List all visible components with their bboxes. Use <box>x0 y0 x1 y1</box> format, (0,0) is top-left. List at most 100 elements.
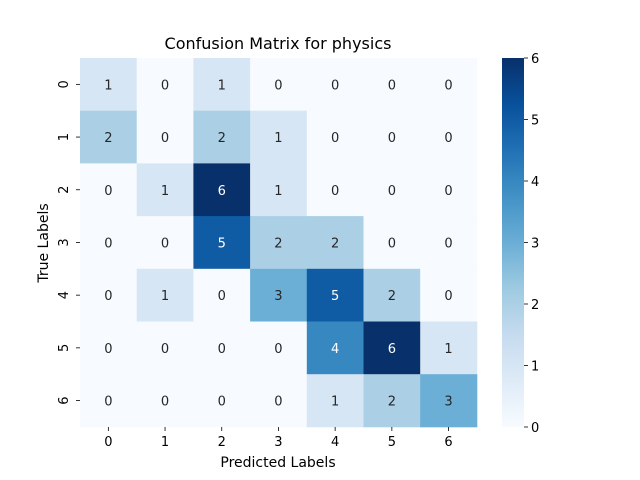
cell-value-label: 0 <box>218 289 226 304</box>
colorbar-tick-label: 6 <box>531 52 539 67</box>
cell-value-label: 0 <box>331 78 339 93</box>
heatmap-cell <box>420 163 478 217</box>
cell-value-label: 1 <box>274 184 282 199</box>
heatmap-cell <box>80 268 138 322</box>
heatmap-cell <box>306 163 364 217</box>
cell-value-label: 1 <box>444 342 452 357</box>
cell-value-label: 2 <box>218 131 226 146</box>
y-tick-label: 4 <box>57 291 72 299</box>
heatmap-cell <box>250 58 308 112</box>
y-tick-label: 0 <box>57 80 72 88</box>
heatmap-cell <box>363 216 421 270</box>
heatmap-cell <box>136 110 194 164</box>
cell-value-label: 0 <box>331 131 339 146</box>
heatmap-cell <box>136 374 194 428</box>
cell-value-label: 5 <box>331 289 339 304</box>
heatmap-cells <box>80 58 478 428</box>
y-axis-label: True Labels <box>36 203 52 283</box>
heatmap-cell <box>80 321 138 375</box>
heatmap-cell <box>420 321 478 375</box>
heatmap-cell <box>250 321 308 375</box>
colorbar-tick-label: 2 <box>531 298 539 313</box>
heatmap-cell <box>420 374 478 428</box>
x-tick-label: 6 <box>444 435 452 450</box>
cell-value-label: 0 <box>444 131 452 146</box>
heatmap-cell <box>136 321 194 375</box>
cell-value-label: 0 <box>104 342 112 357</box>
cell-value-label: 0 <box>274 78 282 93</box>
x-tick-label: 4 <box>331 435 339 450</box>
y-axis-ticks: 0 1 2 3 4 5 6 <box>57 80 80 405</box>
heatmap-cell <box>193 216 251 270</box>
heatmap-cell <box>306 110 364 164</box>
heatmap-cell <box>136 58 194 112</box>
heatmap-cell <box>420 58 478 112</box>
heatmap-cell <box>80 374 138 428</box>
chart-title: Confusion Matrix for physics <box>165 34 392 53</box>
cell-value-label: 0 <box>274 395 282 410</box>
heatmap-cell <box>420 268 478 322</box>
colorbar-tick-label: 3 <box>531 237 539 252</box>
x-axis-label: Predicted Labels <box>220 455 335 471</box>
y-tick-label: 6 <box>57 396 72 404</box>
heatmap-cell <box>193 321 251 375</box>
cell-annotations: 1 0 1 0 0 0 0 2 0 2 1 0 0 0 0 1 6 1 0 0 0 0 0 5 2 2 0 0 0 1 0 3 5 2 0 0 0 0 0 4… <box>104 78 452 409</box>
cell-value-label: 0 <box>104 236 112 251</box>
cell-value-label: 6 <box>388 342 396 357</box>
cell-value-label: 2 <box>388 289 396 304</box>
x-tick-label: 2 <box>218 435 226 450</box>
heatmap-cell <box>420 110 478 164</box>
cell-value-label: 2 <box>274 236 282 251</box>
heatmap-cell <box>136 268 194 322</box>
heatmap-cell <box>193 163 251 217</box>
cell-value-label: 0 <box>274 342 282 357</box>
heatmap-cell <box>306 268 364 322</box>
heatmap-cell <box>193 268 251 322</box>
colorbar-tick-label: 4 <box>531 175 539 190</box>
heatmap-cell <box>306 321 364 375</box>
cell-value-label: 0 <box>444 289 452 304</box>
heatmap-cell <box>136 163 194 217</box>
heatmap-cell <box>250 268 308 322</box>
colorbar-tick-label: 1 <box>531 360 539 375</box>
cell-value-label: 4 <box>331 342 339 357</box>
heatmap-cell <box>193 110 251 164</box>
heatmap-cell <box>306 216 364 270</box>
heatmap-cell <box>80 110 138 164</box>
cell-value-label: 0 <box>218 395 226 410</box>
cell-value-label: 0 <box>444 78 452 93</box>
cell-value-label: 3 <box>274 289 282 304</box>
cell-value-label: 6 <box>218 184 226 199</box>
cell-value-label: 0 <box>388 78 396 93</box>
cell-value-label: 0 <box>218 342 226 357</box>
heatmap-cell <box>306 58 364 112</box>
cell-value-label: 0 <box>388 131 396 146</box>
cell-value-label: 2 <box>331 236 339 251</box>
heatmap-cell <box>80 216 138 270</box>
x-tick-label: 5 <box>388 435 396 450</box>
cell-value-label: 0 <box>161 342 169 357</box>
cell-value-label: 0 <box>104 395 112 410</box>
cell-value-label: 0 <box>444 236 452 251</box>
cell-value-label: 0 <box>161 78 169 93</box>
heatmap-cell <box>136 216 194 270</box>
colorbar-ticks: 0 1 2 3 4 5 6 <box>524 52 539 436</box>
cell-value-label: 0 <box>331 184 339 199</box>
x-tick-label: 0 <box>104 435 112 450</box>
heatmap-cell <box>363 58 421 112</box>
heatmap-cell <box>363 374 421 428</box>
cell-value-label: 3 <box>444 395 452 410</box>
cell-value-label: 0 <box>104 289 112 304</box>
colorbar <box>502 58 524 427</box>
cell-value-label: 0 <box>161 236 169 251</box>
heatmap-cell <box>363 163 421 217</box>
cell-value-label: 5 <box>218 236 226 251</box>
y-tick-label: 3 <box>57 238 72 246</box>
heatmap-cell <box>193 374 251 428</box>
heatmap-cell <box>80 163 138 217</box>
heatmap-cell <box>250 216 308 270</box>
cell-value-label: 0 <box>444 184 452 199</box>
heatmap-cell <box>80 58 138 112</box>
heatmap-cell <box>250 163 308 217</box>
